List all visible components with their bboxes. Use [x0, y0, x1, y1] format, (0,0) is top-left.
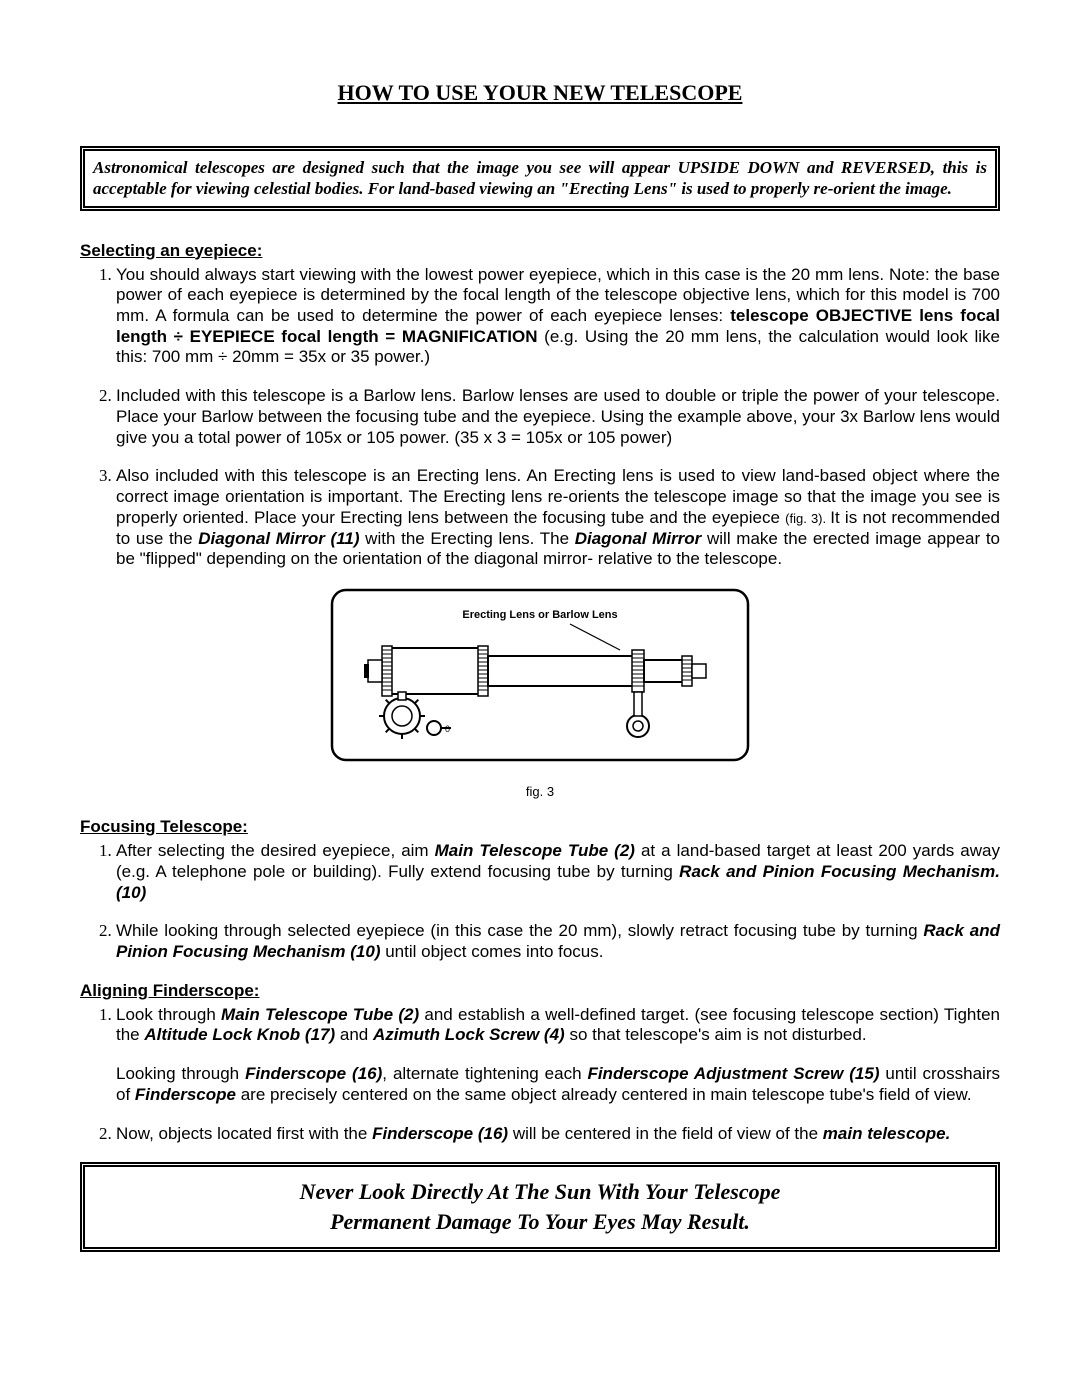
intro-box: Astronomical telescopes are designed suc…: [80, 146, 1000, 211]
aligning-list-1: Look through Main Telescope Tube (2) and…: [80, 1005, 1000, 1046]
aligning-paragraph: Looking through Finderscope (16), altern…: [116, 1064, 1000, 1105]
warning-line-2: Permanent Damage To Your Eyes May Result…: [93, 1207, 987, 1237]
focusing-list: After selecting the desired eyepiece, ai…: [80, 841, 1000, 963]
svg-text:0: 0: [445, 724, 450, 734]
diagram-label: Erecting Lens or Barlow Lens: [462, 609, 617, 621]
diagram-fig3: Erecting Lens or Barlow Lens: [80, 588, 1000, 799]
eyepiece-list: You should always start viewing with the…: [80, 265, 1000, 571]
focusing-item-2: While looking through selected eyepiece …: [116, 921, 1000, 962]
heading-focusing: Focusing Telescope:: [80, 817, 1000, 837]
eyepiece-item-1: You should always start viewing with the…: [116, 265, 1000, 369]
page-title: HOW TO USE YOUR NEW TELESCOPE: [80, 80, 1000, 106]
telescope-diagram-svg: Erecting Lens or Barlow Lens: [330, 588, 750, 773]
eyepiece-item-2: Included with this telescope is a Barlow…: [116, 386, 1000, 448]
aligning-item-1: Look through Main Telescope Tube (2) and…: [116, 1005, 1000, 1046]
focusing-item-1: After selecting the desired eyepiece, ai…: [116, 841, 1000, 903]
warning-line-1: Never Look Directly At The Sun With Your…: [93, 1177, 987, 1207]
heading-eyepiece: Selecting an eyepiece:: [80, 241, 1000, 261]
eyepiece-item-3: Also included with this telescope is an …: [116, 466, 1000, 570]
fig3-caption: fig. 3: [80, 784, 1000, 799]
heading-aligning: Aligning Finderscope:: [80, 981, 1000, 1001]
warning-box: Never Look Directly At The Sun With Your…: [80, 1162, 1000, 1251]
document-page: HOW TO USE YOUR NEW TELESCOPE Astronomic…: [0, 0, 1080, 1302]
aligning-item-2: Now, objects located first with the Find…: [116, 1124, 1000, 1145]
aligning-list-2: Now, objects located first with the Find…: [80, 1124, 1000, 1145]
